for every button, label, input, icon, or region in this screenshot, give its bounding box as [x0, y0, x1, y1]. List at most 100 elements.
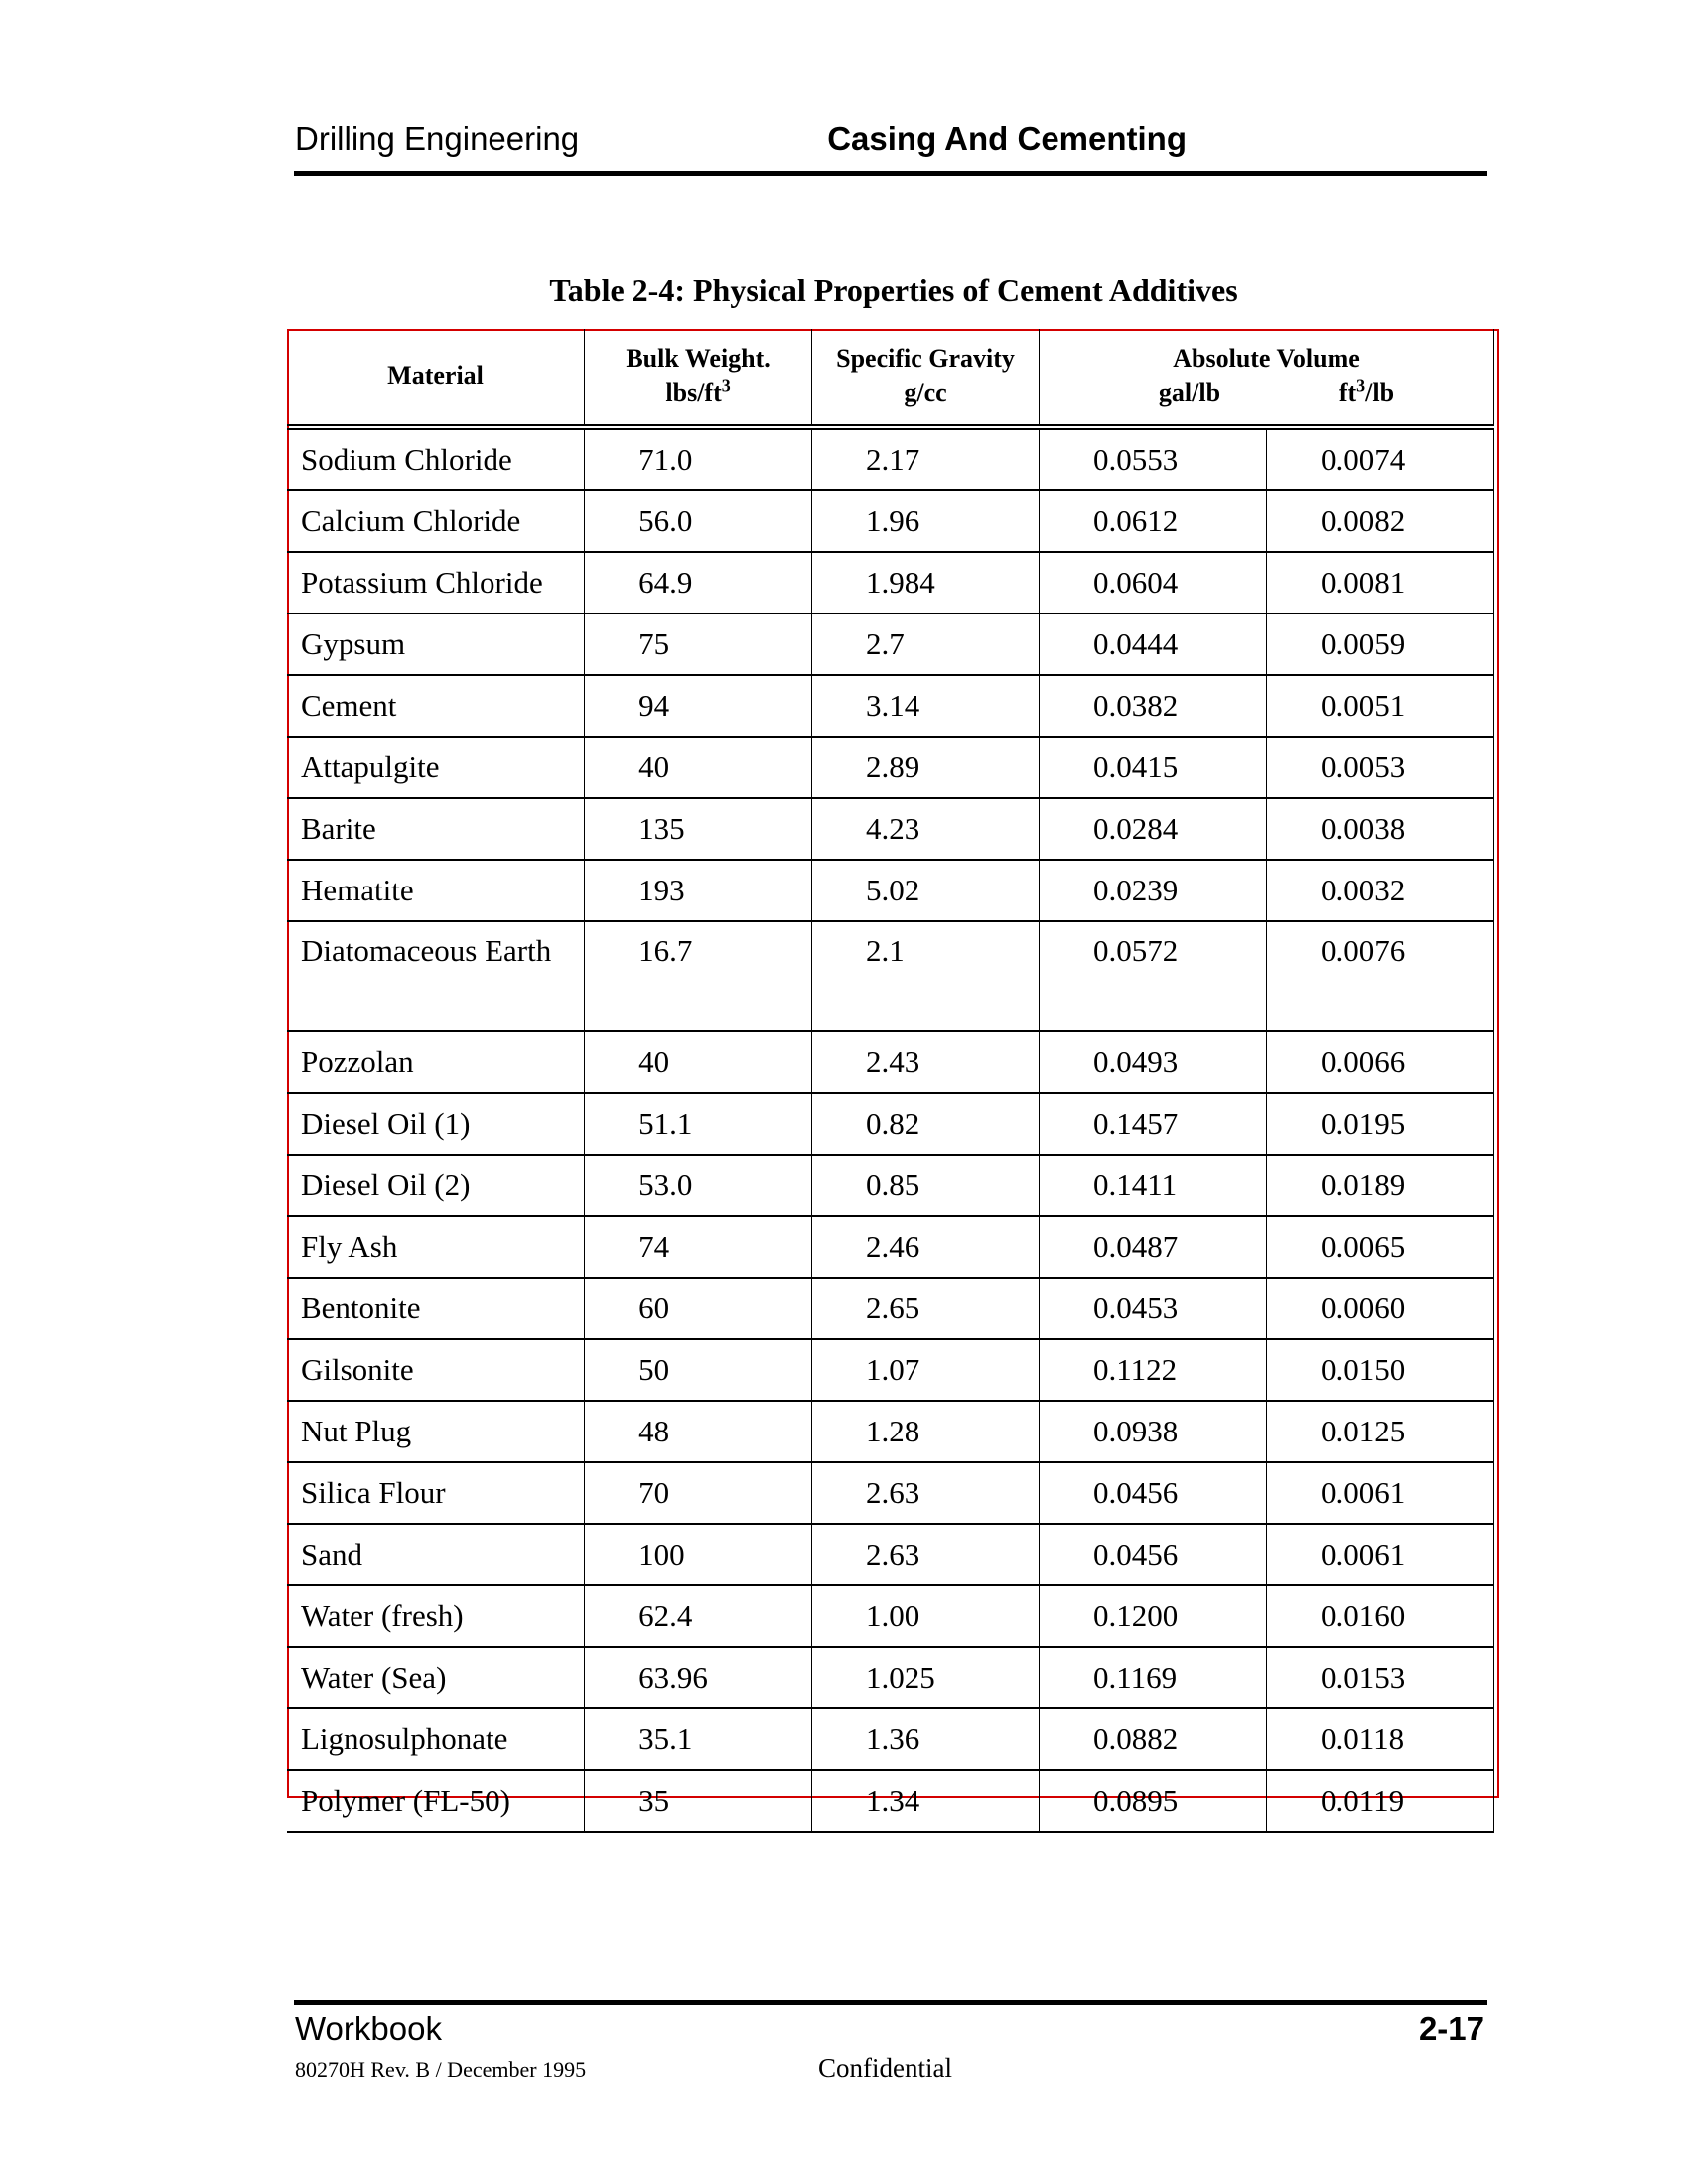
- cell-bulk-weight-text: 60: [638, 1291, 670, 1325]
- cell-ft3-lb-text: 0.0038: [1320, 811, 1406, 846]
- cell-bulk-weight: 16.7: [584, 921, 813, 1032]
- cell-material: Sodium Chloride: [287, 427, 586, 491]
- table-title: Table 2-4: Physical Properties of Cement…: [549, 272, 1238, 308]
- table-row: Water (Sea) 63.96 1.025 0.1169 0.0153: [287, 1647, 1495, 1709]
- cell-specific-gravity: 2.63: [811, 1462, 1041, 1525]
- cell-specific-gravity-text: 2.89: [866, 750, 920, 784]
- cell-gal-lb-text: 0.0284: [1093, 811, 1179, 846]
- cell-material: Polymer (FL-50): [287, 1770, 586, 1833]
- cell-specific-gravity: 1.34: [811, 1770, 1041, 1833]
- cell-gal-lb-text: 0.1457: [1093, 1106, 1179, 1141]
- cell-specific-gravity: 2.7: [811, 614, 1041, 676]
- cell-material-text: Silica Flour: [301, 1475, 446, 1510]
- cell-bulk-weight: 51.1: [584, 1093, 813, 1156]
- cell-ft3-lb-text: 0.0074: [1320, 442, 1406, 477]
- cell-specific-gravity-text: 4.23: [866, 811, 920, 846]
- cell-material: Potassium Chloride: [287, 552, 586, 614]
- table-row: Gilsonite 50 1.07 0.1122 0.0150: [287, 1339, 1495, 1402]
- cell-ft3-lb: 0.0119: [1266, 1770, 1495, 1833]
- cell-gal-lb-text: 0.0382: [1093, 688, 1179, 723]
- cell-gal-lb: 0.0553: [1039, 427, 1267, 491]
- cell-ft3-lb-text: 0.0060: [1320, 1291, 1406, 1325]
- table-row: Bentonite 60 2.65 0.0453 0.0060: [287, 1278, 1495, 1340]
- cell-material: Calcium Chloride: [287, 490, 586, 553]
- table-row: Polymer (FL-50) 35 1.34 0.0895 0.0119: [287, 1770, 1495, 1833]
- cell-gal-lb: 0.1122: [1039, 1339, 1267, 1402]
- cell-specific-gravity: 5.02: [811, 860, 1041, 922]
- cell-material-text: Barite: [301, 811, 376, 846]
- cell-specific-gravity-text: 1.28: [866, 1414, 920, 1448]
- page-header-right: Casing And Cementing: [827, 120, 1187, 157]
- cell-gal-lb: 0.0456: [1039, 1462, 1267, 1525]
- cell-gal-lb: 0.1411: [1039, 1155, 1267, 1217]
- cell-ft3-lb: 0.0076: [1266, 921, 1495, 1032]
- cell-gal-lb-text: 0.0456: [1093, 1537, 1179, 1571]
- cell-gal-lb: 0.1200: [1039, 1585, 1267, 1648]
- cell-bulk-weight-text: 40: [638, 1044, 670, 1079]
- cell-gal-lb: 0.0415: [1039, 737, 1267, 799]
- table-row: Calcium Chloride 56.0 1.96 0.0612 0.0082: [287, 490, 1495, 553]
- header-specific-gravity: Specific Gravity g/cc: [811, 329, 1041, 427]
- table-row: Attapulgite 40 2.89 0.0415 0.0053: [287, 737, 1495, 799]
- page-number: 2-17: [1418, 2010, 1484, 2047]
- cell-material-text: Diesel Oil (1): [301, 1106, 471, 1141]
- cell-bulk-weight-text: 35.1: [638, 1721, 693, 1756]
- cell-material: Lignosulphonate: [287, 1708, 586, 1771]
- cell-bulk-weight: 75: [584, 614, 813, 676]
- cell-specific-gravity: 1.07: [811, 1339, 1041, 1402]
- cell-gal-lb: 0.0444: [1039, 614, 1267, 676]
- cell-ft3-lb: 0.0061: [1266, 1524, 1495, 1586]
- cell-ft3-lb-text: 0.0189: [1320, 1167, 1406, 1202]
- cell-bulk-weight: 70: [584, 1462, 813, 1525]
- cell-specific-gravity: 1.025: [811, 1647, 1041, 1709]
- cell-gal-lb-text: 0.0895: [1093, 1783, 1179, 1818]
- cell-bulk-weight-text: 63.96: [638, 1660, 708, 1695]
- cell-material-text: Sand: [301, 1537, 362, 1571]
- cell-material: Cement: [287, 675, 586, 738]
- cell-specific-gravity-text: 1.00: [866, 1598, 920, 1633]
- cell-material: Water (fresh): [287, 1585, 586, 1648]
- cell-specific-gravity: 1.28: [811, 1401, 1041, 1463]
- footer-rule: [294, 2000, 1487, 2005]
- cell-bulk-weight: 50: [584, 1339, 813, 1402]
- cell-ft3-lb-text: 0.0061: [1320, 1475, 1406, 1510]
- cell-specific-gravity: 1.36: [811, 1708, 1041, 1771]
- cell-bulk-weight-text: 135: [638, 811, 685, 846]
- cell-gal-lb-text: 0.0553: [1093, 442, 1179, 477]
- header-gal-lb: gal/lb: [1158, 378, 1221, 407]
- cell-specific-gravity-text: 2.1: [866, 933, 905, 968]
- cell-material-text: Hematite: [301, 873, 414, 907]
- cell-specific-gravity-text: 2.65: [866, 1291, 920, 1325]
- table-row: Diatomaceous Earth 16.7 2.1 0.0572 0.0076: [287, 921, 1495, 1032]
- cell-material: Barite: [287, 798, 586, 861]
- cell-material-text: Gypsum: [301, 626, 406, 661]
- cell-specific-gravity-text: 5.02: [866, 873, 920, 907]
- cell-bulk-weight: 35: [584, 1770, 813, 1833]
- cell-material-text: Fly Ash: [301, 1229, 398, 1264]
- table-row: Hematite 193 5.02 0.0239 0.0032: [287, 860, 1495, 922]
- table-row: Sand 100 2.63 0.0456 0.0061: [287, 1524, 1495, 1586]
- cell-ft3-lb-text: 0.0053: [1320, 750, 1406, 784]
- cell-bulk-weight: 193: [584, 860, 813, 922]
- cell-bulk-weight-text: 70: [638, 1475, 670, 1510]
- cell-bulk-weight: 74: [584, 1216, 813, 1279]
- header-bulk-weight-unit: lbs/ft3: [665, 375, 731, 407]
- cell-specific-gravity: 2.43: [811, 1031, 1041, 1094]
- cell-bulk-weight-text: 50: [638, 1352, 670, 1387]
- cell-ft3-lb-text: 0.0118: [1320, 1721, 1405, 1756]
- cell-material-text: Attapulgite: [301, 750, 440, 784]
- table-row: Fly Ash 74 2.46 0.0487 0.0065: [287, 1216, 1495, 1279]
- properties-table: Material Bulk Weight. lbs/ft3 Specific G…: [287, 329, 1495, 1833]
- cell-material-text: Water (Sea): [301, 1660, 447, 1695]
- cell-material: Water (Sea): [287, 1647, 586, 1709]
- page-footer-left: Workbook: [295, 2010, 442, 2047]
- cell-bulk-weight-text: 40: [638, 750, 670, 784]
- cell-material-text: Water (fresh): [301, 1598, 464, 1633]
- cell-gal-lb-text: 0.1200: [1093, 1598, 1179, 1633]
- cell-ft3-lb: 0.0060: [1266, 1278, 1495, 1340]
- cell-gal-lb-text: 0.0453: [1093, 1291, 1179, 1325]
- cell-ft3-lb-text: 0.0150: [1320, 1352, 1406, 1387]
- cell-bulk-weight-text: 75: [638, 626, 670, 661]
- cell-ft3-lb: 0.0059: [1266, 614, 1495, 676]
- cell-material: Gilsonite: [287, 1339, 586, 1402]
